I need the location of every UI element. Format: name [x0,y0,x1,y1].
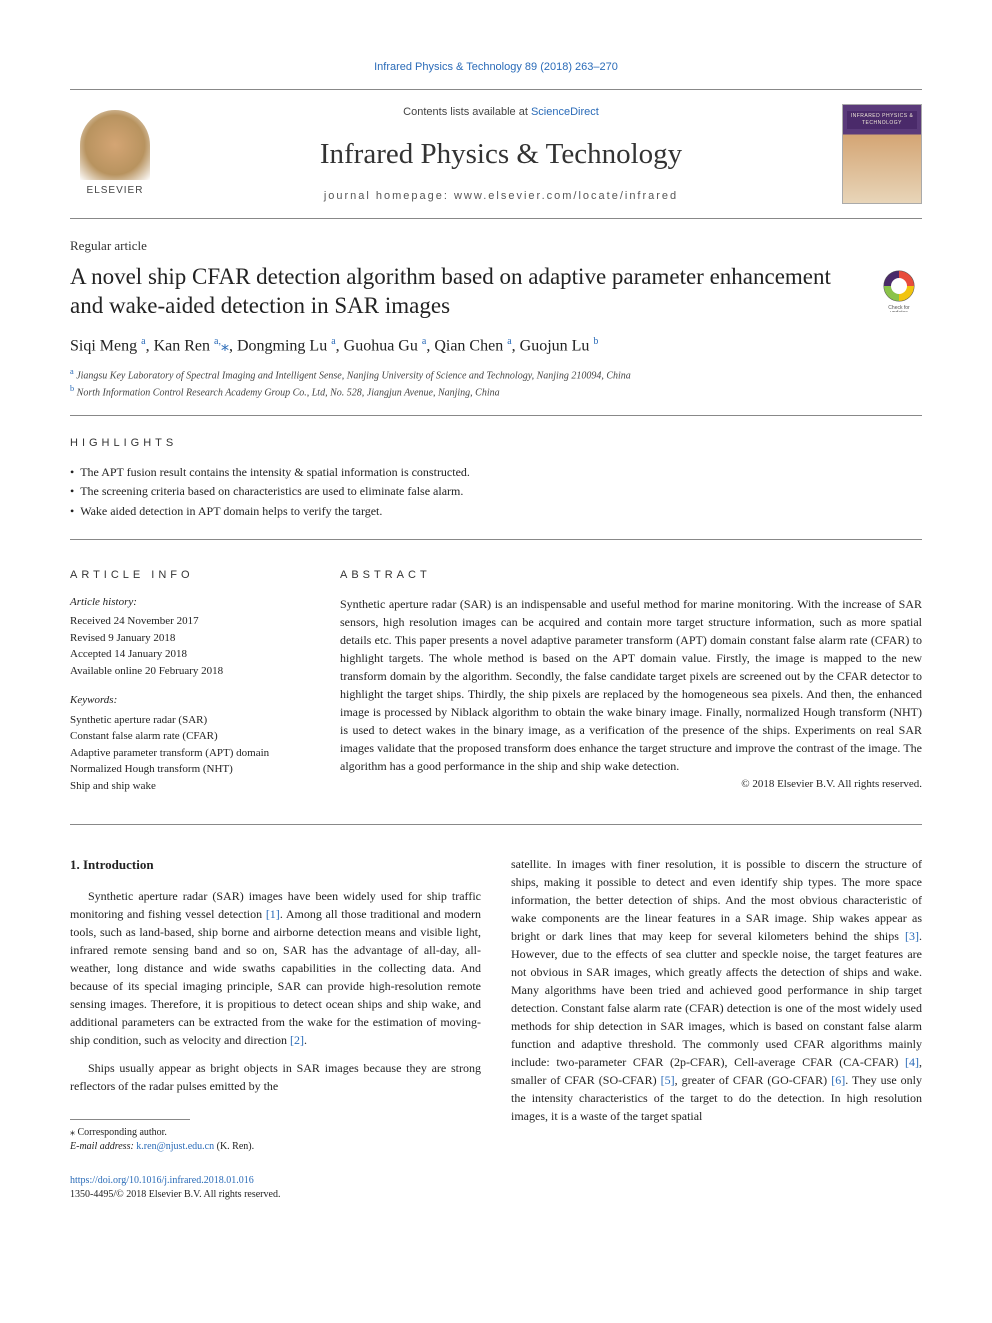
elsevier-tree-icon [80,110,150,180]
rule-after-highlights [70,539,922,540]
journal-title: Infrared Physics & Technology [160,134,842,175]
history-line: Revised 9 January 2018 [70,630,300,647]
history-line: Accepted 14 January 2018 [70,646,300,663]
history-line: Received 24 November 2017 [70,613,300,630]
highlight-item: The APT fusion result contains the inten… [70,463,922,482]
svg-text:updates: updates [890,310,908,312]
footer-block: https://doi.org/10.1016/j.infrared.2018.… [70,1174,481,1202]
body-col-left: 1. Introduction Synthetic aperture radar… [70,855,481,1202]
affiliation: b North Information Control Research Aca… [70,383,922,400]
abstract-col: ABSTRACT Synthetic aperture radar (SAR) … [340,548,922,809]
doi-link[interactable]: https://doi.org/10.1016/j.infrared.2018.… [70,1174,481,1188]
journal-homepage[interactable]: journal homepage: www.elsevier.com/locat… [160,189,842,204]
header-center: Contents lists available at ScienceDirec… [160,105,842,204]
keywords-block: Keywords: Synthetic aperture radar (SAR)… [70,693,300,794]
abstract-text: Synthetic aperture radar (SAR) is an ind… [340,595,922,775]
info-abstract-row: ARTICLE INFO Article history: Received 2… [70,548,922,809]
rule-top [70,89,922,90]
email-label: E-mail address: [70,1141,136,1152]
ref-link[interactable]: [4] [905,1055,919,1069]
article-type: Regular article [70,237,922,255]
keyword: Normalized Hough transform (NHT) [70,761,300,778]
highlight-item: The screening criteria based on characte… [70,482,922,501]
intro-heading: 1. Introduction [70,855,481,875]
body-col-right: satellite. In images with finer resoluti… [511,855,922,1202]
intro-p2: Ships usually appear as bright objects i… [70,1059,481,1095]
journal-cover-thumbnail: INFRARED PHYSICS & TECHNOLOGY [842,104,922,204]
article-info-col: ARTICLE INFO Article history: Received 2… [70,548,300,809]
ref-link[interactable]: [5] [661,1073,675,1087]
keywords-label: Keywords: [70,693,300,708]
page: Infrared Physics & Technology 89 (2018) … [0,0,992,1242]
publisher-name: ELSEVIER [87,184,144,198]
highlights-list: The APT fusion result contains the inten… [70,463,922,521]
journal-header: ELSEVIER Contents lists available at Sci… [70,98,922,210]
email-address[interactable]: k.ren@njust.edu.cn [136,1141,214,1152]
ref-link[interactable]: [6] [831,1073,845,1087]
article-title: A novel ship CFAR detection algorithm ba… [70,262,850,322]
sciencedirect-link[interactable]: ScienceDirect [531,106,599,118]
affiliations: a Jiangsu Key Laboratory of Spectral Ima… [70,366,922,401]
contents-prefix: Contents lists available at [403,106,531,118]
history-line: Available online 20 February 2018 [70,663,300,680]
highlights-label: HIGHLIGHTS [70,436,922,451]
authors-list: Siqi Meng a, Kan Ren a,⁎, Dongming Lu a,… [70,335,922,358]
email-suffix: (K. Ren). [214,1141,254,1152]
rule-header-bottom [70,218,922,219]
issn-copyright: 1350-4495/© 2018 Elsevier B.V. All right… [70,1188,481,1202]
ref-link[interactable]: [3] [905,929,919,943]
highlight-item: Wake aided detection in APT domain helps… [70,502,922,521]
history-block: Article history: Received 24 November 20… [70,595,300,679]
email-line: E-mail address: k.ren@njust.edu.cn (K. R… [70,1140,481,1154]
body-columns: 1. Introduction Synthetic aperture radar… [70,855,922,1202]
keyword: Ship and ship wake [70,778,300,795]
title-row: A novel ship CFAR detection algorithm ba… [70,262,922,322]
corresponding-author: ⁎ Corresponding author. [70,1126,481,1140]
keyword: Synthetic aperture radar (SAR) [70,712,300,729]
abstract-copyright: © 2018 Elsevier B.V. All rights reserved… [340,777,922,792]
article-info-label: ARTICLE INFO [70,568,300,583]
rule-after-affil [70,415,922,416]
ref-link[interactable]: [1] [266,907,280,921]
intro-p1: Synthetic aperture radar (SAR) images ha… [70,887,481,1049]
footnote-corresponding: ⁎ Corresponding author. E-mail address: … [70,1126,481,1154]
intro-p3: satellite. In images with finer resoluti… [511,855,922,1125]
ref-link[interactable]: [2] [290,1033,304,1047]
rule-after-abstract [70,824,922,825]
citation-header[interactable]: Infrared Physics & Technology 89 (2018) … [70,60,922,75]
cover-title-text: INFRARED PHYSICS & TECHNOLOGY [843,113,921,127]
keyword: Constant false alarm rate (CFAR) [70,728,300,745]
history-label: Article history: [70,595,300,610]
abstract-label: ABSTRACT [340,568,922,583]
contents-available: Contents lists available at ScienceDirec… [160,105,842,120]
publisher-logo: ELSEVIER [70,104,160,204]
footnote-rule [70,1119,190,1120]
keyword: Adaptive parameter transform (APT) domai… [70,745,300,762]
affiliation: a Jiangsu Key Laboratory of Spectral Ima… [70,366,922,383]
check-for-updates-icon[interactable]: Check for updates [876,266,922,312]
